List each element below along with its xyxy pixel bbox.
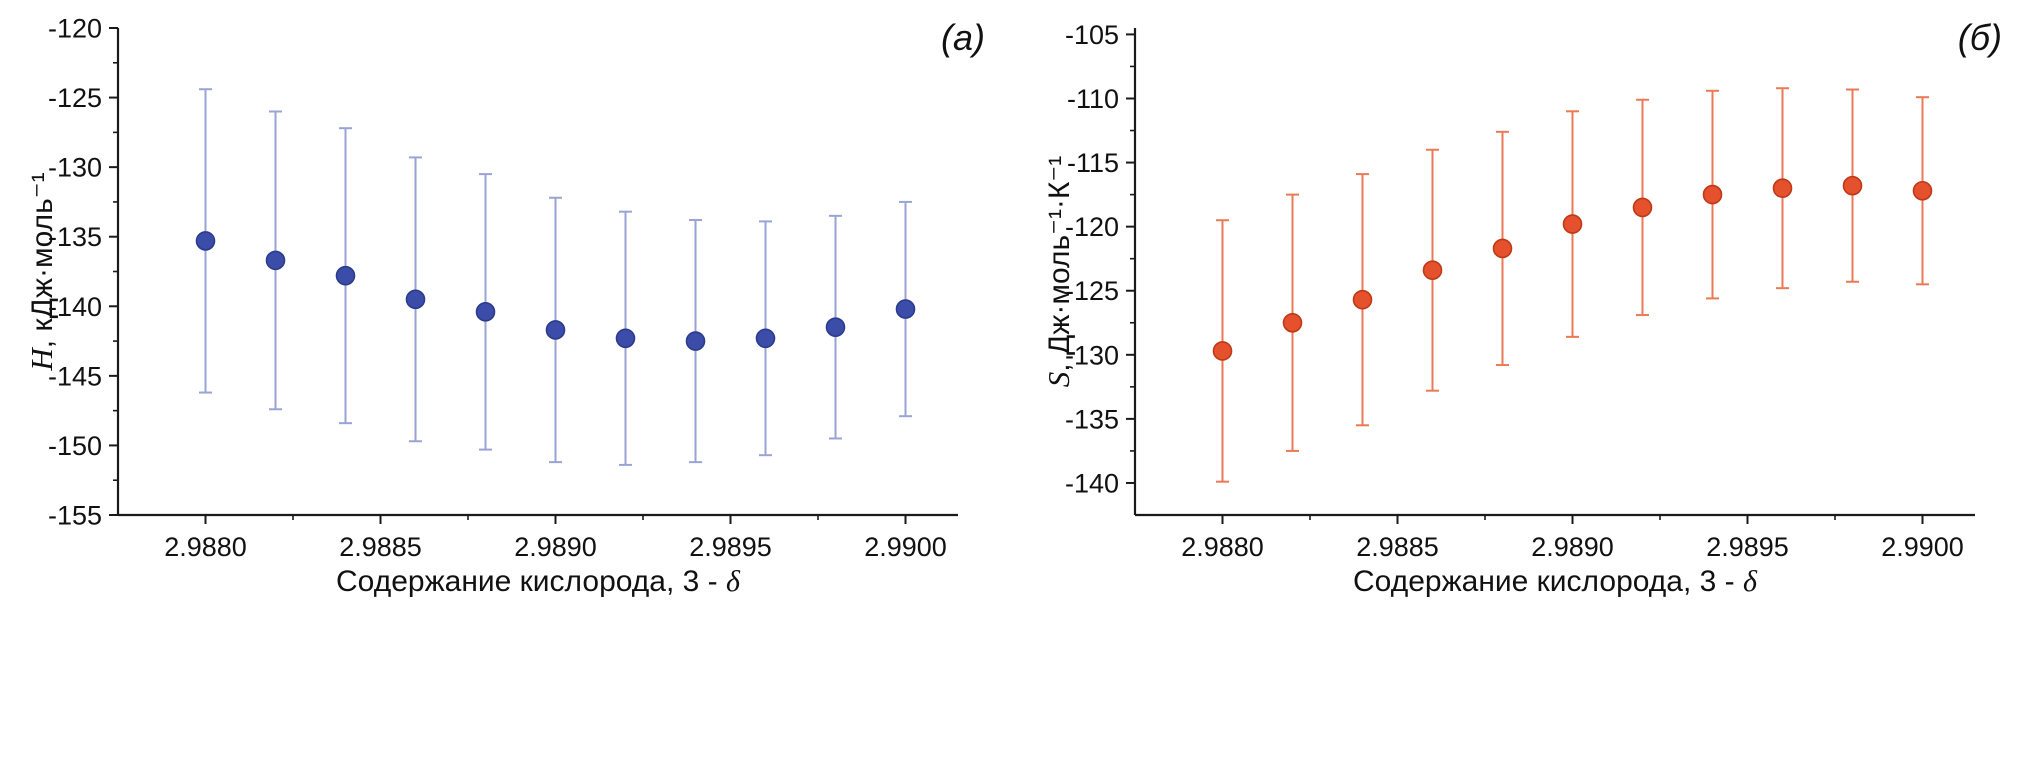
- x-tick-label: 2.9880: [1181, 532, 1264, 562]
- y-tick-label: -125: [48, 83, 102, 113]
- data-point: [1702, 184, 1723, 205]
- y-tick-label: -135: [48, 222, 102, 252]
- data-points: [195, 231, 916, 351]
- data-point: [685, 331, 706, 351]
- x-axis-title: Содержание кислорода, 3 - δ: [1353, 565, 1758, 598]
- x-tick-label: 2.9885: [339, 532, 422, 562]
- error-bars: [199, 88, 912, 466]
- panel-b: -140 -135 -130 -125 -120 -115 -110 -105 2.9880 2.…: [1017, 0, 2034, 783]
- data-point: [825, 317, 846, 337]
- x-tick-label: 2.9890: [1531, 532, 1614, 562]
- y-tick-label: -110: [1067, 84, 1119, 114]
- y-axis-title: S, Дж·моль⁻¹·К⁻¹: [1041, 156, 1076, 387]
- data-points: [1212, 175, 1933, 361]
- x-tick-label: 2.9880: [164, 532, 247, 562]
- data-point: [475, 302, 496, 322]
- error-bars: [1216, 87, 1929, 483]
- x-axis-title: Содержание кислорода, 3 - δ: [336, 565, 741, 598]
- data-point: [1422, 260, 1443, 281]
- chart-a-enthalpy: -155 -150 -145 -140 -135 -130 -125 -120 2.9880 2.…: [24, 14, 985, 599]
- panel-a: -155 -150 -145 -140 -135 -130 -125 -120 2.9880 2.…: [24, 14, 985, 599]
- x-tick-label: 2.9895: [1706, 532, 1789, 562]
- y-tick-label: -155: [48, 501, 102, 531]
- x-tick-label: 2.9900: [1881, 532, 1964, 562]
- y-tick-label: -120: [1065, 212, 1119, 242]
- data-point: [1772, 178, 1793, 198]
- data-point: [1632, 197, 1653, 218]
- axes: -155 -150 -145 -140 -135 -130 -125 -120 2.9880 2.…: [48, 14, 958, 562]
- y-axis-title: H, кДж·моль⁻¹: [24, 172, 59, 371]
- data-point: [545, 320, 566, 340]
- data-point: [195, 231, 216, 251]
- data-point: [1912, 180, 1933, 201]
- data-point: [1562, 214, 1583, 234]
- data-point: [335, 265, 356, 286]
- data-point: [1492, 238, 1513, 259]
- data-point: [1282, 312, 1303, 333]
- data-point: [1352, 289, 1373, 310]
- data-point: [755, 328, 776, 349]
- y-tick-label: -120: [48, 14, 102, 44]
- chart-b-entropy: -140 -135 -130 -125 -120 -115 -110 -105 2.9880 2.…: [1041, 17, 2002, 598]
- y-tick-label: -125: [1065, 276, 1119, 306]
- x-tick-label: 2.9895: [689, 532, 772, 562]
- x-tick-label: 2.9900: [864, 532, 947, 562]
- data-point: [895, 299, 916, 319]
- y-tick-label: -130: [48, 153, 102, 183]
- y-tick-label: -115: [1067, 148, 1119, 178]
- y-tick-label: -150: [48, 431, 102, 461]
- data-point: [1842, 175, 1863, 196]
- x-tick-label: 2.9890: [514, 532, 597, 562]
- y-tick-label: -140: [48, 292, 102, 322]
- data-point: [615, 328, 636, 349]
- y-tick-label: -140: [1065, 468, 1119, 498]
- y-tick-label: -105: [1065, 20, 1119, 50]
- data-point: [265, 250, 286, 271]
- data-point: [405, 289, 426, 310]
- data-point: [1212, 341, 1233, 361]
- panel-label: (б): [1958, 17, 2002, 58]
- axes: -140 -135 -130 -125 -120 -115 -110 -105 2.9880 2.…: [1065, 20, 1975, 562]
- y-tick-label: -130: [1065, 340, 1119, 370]
- y-tick-label: -135: [1065, 404, 1119, 434]
- y-tick-label: -145: [48, 361, 102, 391]
- panel-label: (а): [941, 17, 985, 58]
- x-tick-label: 2.9885: [1356, 532, 1439, 562]
